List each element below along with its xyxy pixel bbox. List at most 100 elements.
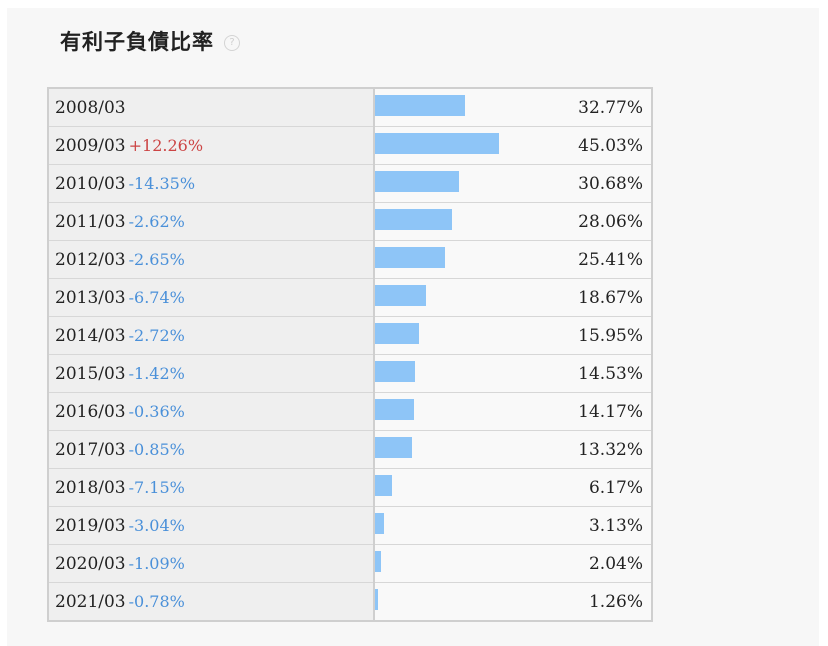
bar-cell [374, 316, 515, 355]
bar-cell [374, 164, 515, 203]
table-row: 2021/03 -0.78% 1.26% [48, 582, 652, 621]
table-row: 2009/03 +12.26% 45.03% [48, 126, 652, 165]
bar-cell [374, 430, 515, 469]
bar [375, 361, 415, 382]
period-label: 2016/03 [55, 401, 126, 422]
period-label: 2021/03 [55, 591, 126, 612]
bar-cell [374, 202, 515, 241]
bar-cell [374, 240, 515, 279]
period-cell: 2008/03 [48, 88, 375, 127]
change-label: -2.65% [128, 249, 185, 269]
value-label: 28.06% [515, 202, 652, 241]
period-cell: 2018/03 -7.15% [48, 468, 375, 507]
bar [375, 209, 453, 230]
period-label: 2008/03 [55, 97, 126, 118]
value-label: 15.95% [515, 316, 652, 355]
change-label: -2.62% [128, 211, 185, 231]
bar-cell [374, 354, 515, 393]
bar [375, 399, 415, 420]
value-label: 18.67% [515, 278, 652, 317]
bar [375, 133, 499, 154]
bar [375, 513, 384, 534]
table-row: 2017/03 -0.85% 13.32% [48, 430, 652, 469]
table-row: 2014/03 -2.72% 15.95% [48, 316, 652, 355]
period-label: 2010/03 [55, 173, 126, 194]
bar-cell [374, 88, 515, 127]
period-label: 2015/03 [55, 363, 126, 384]
bar [375, 247, 445, 268]
table-row: 2015/03 -1.42% 14.53% [48, 354, 652, 393]
period-label: 2018/03 [55, 477, 126, 498]
table-row: 2019/03 -3.04% 3.13% [48, 506, 652, 545]
page-title: 有利子負債比率 [60, 29, 214, 54]
value-label: 25.41% [515, 240, 652, 279]
period-cell: 2015/03 -1.42% [48, 354, 375, 393]
period-label: 2017/03 [55, 439, 126, 460]
period-label: 2009/03 [55, 135, 126, 156]
bar-cell [374, 468, 515, 507]
period-cell: 2010/03 -14.35% [48, 164, 375, 203]
bar [375, 589, 379, 610]
value-label: 1.26% [515, 582, 652, 621]
period-cell: 2011/03 -2.62% [48, 202, 375, 241]
bar [375, 475, 392, 496]
period-cell: 2013/03 -6.74% [48, 278, 375, 317]
period-label: 2014/03 [55, 325, 126, 346]
period-cell: 2014/03 -2.72% [48, 316, 375, 355]
change-label: -6.74% [128, 287, 185, 307]
change-label: -1.09% [128, 553, 185, 573]
bar-cell [374, 126, 515, 165]
period-cell: 2019/03 -3.04% [48, 506, 375, 545]
ratio-table: 2008/03 32.77% 2009/03 +12.26% 45.03% 2010/03… [47, 87, 653, 622]
period-cell: 2012/03 -2.65% [48, 240, 375, 279]
value-label: 32.77% [515, 88, 652, 127]
bar-cell [374, 506, 515, 545]
change-label: -3.04% [128, 515, 185, 535]
change-label: -14.35% [128, 173, 196, 193]
bar-cell [374, 392, 515, 431]
table-row: 2020/03 -1.09% 2.04% [48, 544, 652, 583]
value-label: 45.03% [515, 126, 652, 165]
bar [375, 323, 419, 344]
help-icon[interactable]: ? [224, 35, 240, 51]
bar-cell [374, 544, 515, 583]
change-label: +12.26% [128, 135, 204, 155]
change-label: -2.72% [128, 325, 185, 345]
title-row: 有利子負債比率 ? [60, 26, 240, 56]
period-label: 2020/03 [55, 553, 126, 574]
period-cell: 2021/03 -0.78% [48, 582, 375, 621]
value-label: 14.53% [515, 354, 652, 393]
bar [375, 171, 460, 192]
value-label: 30.68% [515, 164, 652, 203]
period-cell: 2017/03 -0.85% [48, 430, 375, 469]
value-label: 2.04% [515, 544, 652, 583]
period-label: 2013/03 [55, 287, 126, 308]
value-label: 14.17% [515, 392, 652, 431]
table-row: 2016/03 -0.36% 14.17% [48, 392, 652, 431]
bar [375, 285, 427, 306]
value-label: 13.32% [515, 430, 652, 469]
period-cell: 2009/03 +12.26% [48, 126, 375, 165]
bar-cell [374, 582, 515, 621]
table-row: 2008/03 32.77% [48, 88, 652, 127]
change-label: -0.36% [128, 401, 185, 421]
period-label: 2019/03 [55, 515, 126, 536]
value-label: 6.17% [515, 468, 652, 507]
bar [375, 95, 466, 116]
change-label: -0.85% [128, 439, 185, 459]
period-cell: 2016/03 -0.36% [48, 392, 375, 431]
table-row: 2013/03 -6.74% 18.67% [48, 278, 652, 317]
period-cell: 2020/03 -1.09% [48, 544, 375, 583]
change-label: -1.42% [128, 363, 185, 383]
bar [375, 551, 381, 572]
period-label: 2012/03 [55, 249, 126, 270]
change-label: -7.15% [128, 477, 185, 497]
period-label: 2011/03 [55, 211, 126, 232]
table-row: 2010/03 -14.35% 30.68% [48, 164, 652, 203]
table-row: 2012/03 -2.65% 25.41% [48, 240, 652, 279]
table-row: 2011/03 -2.62% 28.06% [48, 202, 652, 241]
change-label: -0.78% [128, 591, 185, 611]
value-label: 3.13% [515, 506, 652, 545]
bar [375, 437, 412, 458]
table-row: 2018/03 -7.15% 6.17% [48, 468, 652, 507]
